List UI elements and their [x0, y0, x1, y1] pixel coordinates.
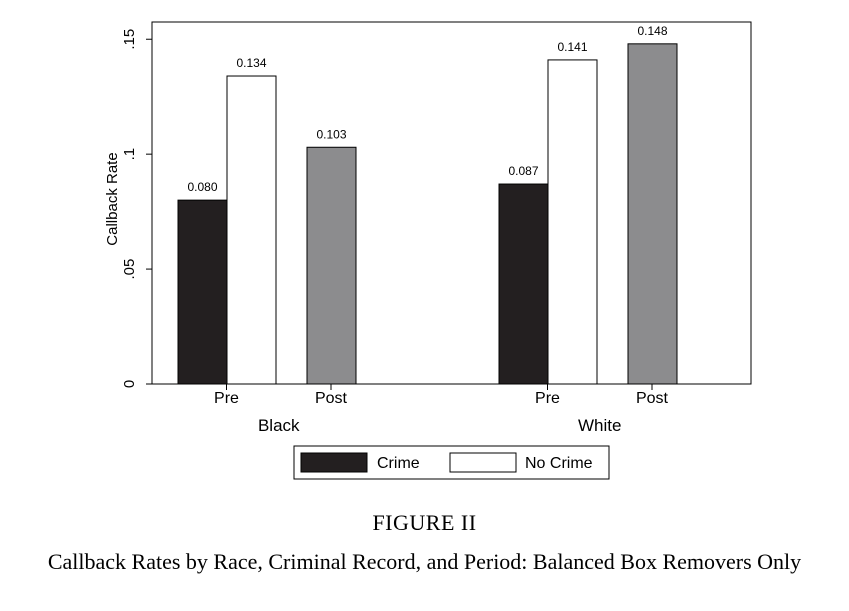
y-tick-label: .05: [121, 259, 138, 280]
legend-swatch: [449, 452, 517, 473]
y-tick-label: .1: [121, 148, 138, 161]
bar: [627, 43, 678, 385]
bar-value-label: 0.148: [637, 24, 667, 38]
x-tick-label: Post: [315, 390, 348, 407]
bar: [177, 199, 228, 385]
group-label: Black: [258, 416, 300, 435]
x-tick-label: Pre: [214, 390, 239, 407]
y-tick-label: .15: [121, 29, 138, 50]
bar-value-label: 0.080: [187, 180, 217, 194]
y-axis: 0 .05 .1 .15 Callback Rate: [104, 29, 152, 388]
bar-value-label: 0.141: [557, 40, 587, 54]
bar: [498, 183, 549, 385]
bar-value-label: 0.103: [316, 127, 346, 141]
bar: [547, 59, 598, 385]
bar-value-label: 0.087: [508, 164, 538, 178]
figure-label: FIGURE II: [372, 510, 477, 535]
legend-label: No Crime: [525, 455, 593, 472]
y-tick-label: 0: [121, 380, 138, 388]
x-axis: Pre Post Black Pre Post White: [214, 384, 669, 435]
bars: 0.080 0.134 0.103 0.087 0.141 0.148: [177, 24, 678, 385]
legend-swatch: [300, 452, 368, 473]
plot-area: [151, 21, 752, 385]
legend-label: Crime: [377, 455, 420, 472]
legend: Crime No Crime: [293, 445, 610, 480]
plot-frame: [151, 21, 752, 385]
bar: [226, 75, 277, 385]
bar-value-label: 0.134: [236, 56, 266, 70]
figure-caption: Callback Rates by Race, Criminal Record,…: [47, 549, 802, 574]
bar: [306, 146, 357, 385]
group-label: White: [578, 416, 621, 435]
y-axis-label: Callback Rate: [104, 152, 121, 245]
x-tick-label: Pre: [535, 390, 560, 407]
x-tick-label: Post: [636, 390, 669, 407]
